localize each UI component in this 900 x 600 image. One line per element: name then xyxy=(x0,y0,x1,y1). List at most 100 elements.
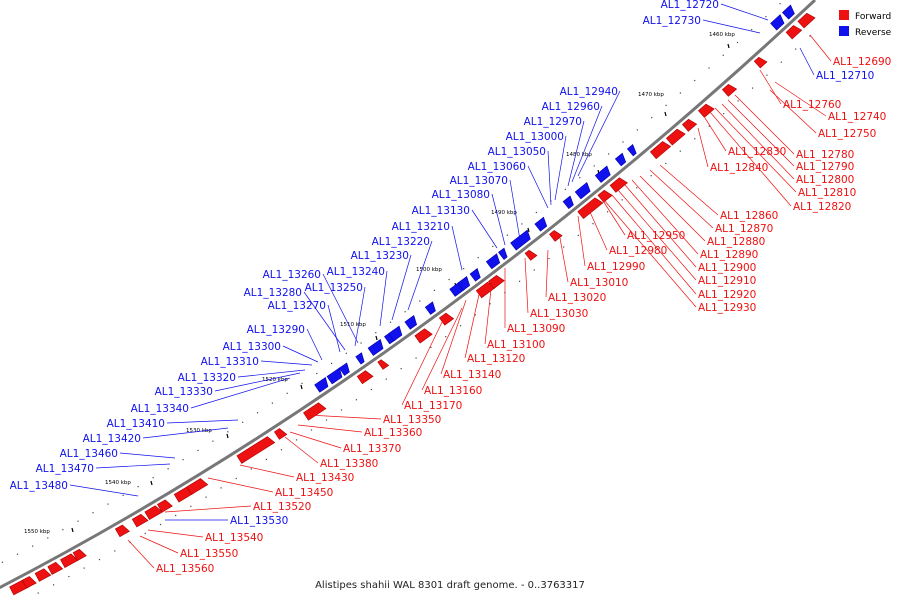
gene-label[interactable]: AL1_13550 xyxy=(180,548,238,560)
gene-label[interactable]: AL1_12780 xyxy=(796,149,854,161)
gene-label[interactable]: AL1_12840 xyxy=(710,162,768,174)
forward-gene[interactable] xyxy=(577,197,604,220)
gene-label[interactable]: AL1_13090 xyxy=(507,323,565,335)
reverse-gene[interactable] xyxy=(485,253,501,270)
forward-gene[interactable] xyxy=(488,274,505,289)
gene-label[interactable]: AL1_13260 xyxy=(263,269,321,281)
forward-gene[interactable] xyxy=(377,359,390,370)
gene-label[interactable]: AL1_13460 xyxy=(60,448,118,460)
reverse-gene[interactable] xyxy=(469,268,481,282)
gene-label[interactable]: AL1_13130 xyxy=(412,205,470,217)
gene-label[interactable]: AL1_13350 xyxy=(383,414,441,426)
gene-label[interactable]: AL1_13100 xyxy=(487,339,545,351)
gene-label[interactable]: AL1_13290 xyxy=(247,324,305,336)
gene-label[interactable]: AL1_12970 xyxy=(524,116,582,128)
gene-label[interactable]: AL1_13340 xyxy=(131,403,189,415)
gene-label[interactable]: AL1_12720 xyxy=(661,0,719,11)
gene-label[interactable]: AL1_13270 xyxy=(268,300,326,312)
gene-label[interactable]: AL1_13320 xyxy=(178,372,236,384)
reverse-gene[interactable] xyxy=(326,367,343,385)
gene-label[interactable]: AL1_13250 xyxy=(305,282,363,294)
reverse-gene[interactable] xyxy=(388,325,403,342)
reverse-gene[interactable] xyxy=(314,377,329,393)
gene-label[interactable]: AL1_12830 xyxy=(728,146,786,158)
gene-label[interactable]: AL1_12890 xyxy=(700,249,758,261)
gene-label[interactable]: AL1_12710 xyxy=(816,70,874,82)
reverse-gene[interactable] xyxy=(424,301,436,315)
forward-gene[interactable] xyxy=(356,370,374,385)
forward-gene[interactable] xyxy=(721,83,738,97)
forward-gene[interactable] xyxy=(131,513,149,528)
gene-label[interactable]: AL1_13480 xyxy=(10,480,68,492)
gene-label[interactable]: AL1_13230 xyxy=(351,250,409,262)
reverse-gene[interactable] xyxy=(457,276,471,291)
gene-label[interactable]: AL1_13330 xyxy=(155,386,213,398)
gene-label[interactable]: AL1_13210 xyxy=(392,221,450,233)
forward-gene[interactable] xyxy=(72,548,87,561)
reverse-gene[interactable] xyxy=(404,315,418,330)
gene-label[interactable]: AL1_13560 xyxy=(156,563,214,575)
gene-label[interactable]: AL1_12820 xyxy=(793,201,851,213)
gene-label[interactable]: AL1_13220 xyxy=(372,236,430,248)
reverse-gene[interactable] xyxy=(338,362,350,376)
gene-label[interactable]: AL1_12740 xyxy=(828,111,886,123)
reverse-gene[interactable] xyxy=(510,229,531,251)
forward-gene[interactable] xyxy=(698,103,715,118)
gene-label[interactable]: AL1_13170 xyxy=(404,400,462,412)
gene-label[interactable]: AL1_13060 xyxy=(468,161,526,173)
gene-label[interactable]: AL1_13300 xyxy=(223,341,281,353)
forward-gene[interactable] xyxy=(414,328,433,344)
forward-gene[interactable] xyxy=(157,499,173,513)
gene-label[interactable]: AL1_13020 xyxy=(548,292,606,304)
forward-gene[interactable] xyxy=(753,56,768,69)
gene-label[interactable]: AL1_13010 xyxy=(570,277,628,289)
gene-label[interactable]: AL1_13380 xyxy=(320,458,378,470)
gene-label[interactable]: AL1_13370 xyxy=(343,443,401,455)
gene-label[interactable]: AL1_12960 xyxy=(542,101,600,113)
gene-label[interactable]: AL1_12690 xyxy=(833,56,891,68)
forward-gene[interactable] xyxy=(186,478,209,495)
reverse-gene[interactable] xyxy=(770,14,785,31)
gene-label[interactable]: AL1_12730 xyxy=(643,15,701,27)
reverse-gene[interactable] xyxy=(626,143,637,157)
gene-label[interactable]: AL1_12980 xyxy=(609,245,667,257)
reverse-gene[interactable] xyxy=(594,165,611,183)
gene-label[interactable]: AL1_13120 xyxy=(467,353,525,365)
gene-label[interactable]: AL1_13310 xyxy=(201,356,259,368)
forward-gene[interactable] xyxy=(609,177,628,193)
forward-gene[interactable] xyxy=(114,524,130,538)
gene-label[interactable]: AL1_12930 xyxy=(698,302,756,314)
forward-gene[interactable] xyxy=(47,561,64,575)
gene-label[interactable]: AL1_12940 xyxy=(560,86,618,98)
gene-label[interactable]: AL1_13280 xyxy=(244,287,302,299)
gene-label[interactable]: AL1_12950 xyxy=(627,230,685,242)
gene-label[interactable]: AL1_12870 xyxy=(715,223,773,235)
reverse-gene[interactable] xyxy=(782,4,795,20)
gene-label[interactable]: AL1_13360 xyxy=(364,427,422,439)
gene-label[interactable]: AL1_13050 xyxy=(488,146,546,158)
forward-gene[interactable] xyxy=(524,249,538,261)
reverse-gene[interactable] xyxy=(367,339,384,356)
gene-label[interactable]: AL1_13030 xyxy=(530,308,588,320)
gene-label[interactable]: AL1_12900 xyxy=(698,262,756,274)
gene-label[interactable]: AL1_12880 xyxy=(707,236,765,248)
gene-label[interactable]: AL1_13540 xyxy=(205,532,263,544)
gene-label[interactable]: AL1_13520 xyxy=(253,501,311,513)
reverse-gene[interactable] xyxy=(614,152,627,167)
forward-gene[interactable] xyxy=(439,312,455,326)
forward-gene[interactable] xyxy=(785,25,803,40)
forward-gene[interactable] xyxy=(303,402,327,421)
gene-label[interactable]: AL1_13240 xyxy=(327,266,385,278)
gene-label[interactable]: AL1_13070 xyxy=(450,175,508,187)
gene-label[interactable]: AL1_13410 xyxy=(107,418,165,430)
forward-gene[interactable] xyxy=(797,12,816,29)
gene-label[interactable]: AL1_12990 xyxy=(587,261,645,273)
reverse-gene[interactable] xyxy=(534,216,548,232)
forward-gene[interactable] xyxy=(665,128,686,146)
gene-label[interactable]: AL1_13470 xyxy=(36,463,94,475)
gene-label[interactable]: AL1_13000 xyxy=(506,131,564,143)
reverse-gene[interactable] xyxy=(562,195,574,210)
reverse-gene[interactable] xyxy=(355,352,365,365)
gene-label[interactable]: AL1_13420 xyxy=(83,433,141,445)
gene-label[interactable]: AL1_13160 xyxy=(424,385,482,397)
